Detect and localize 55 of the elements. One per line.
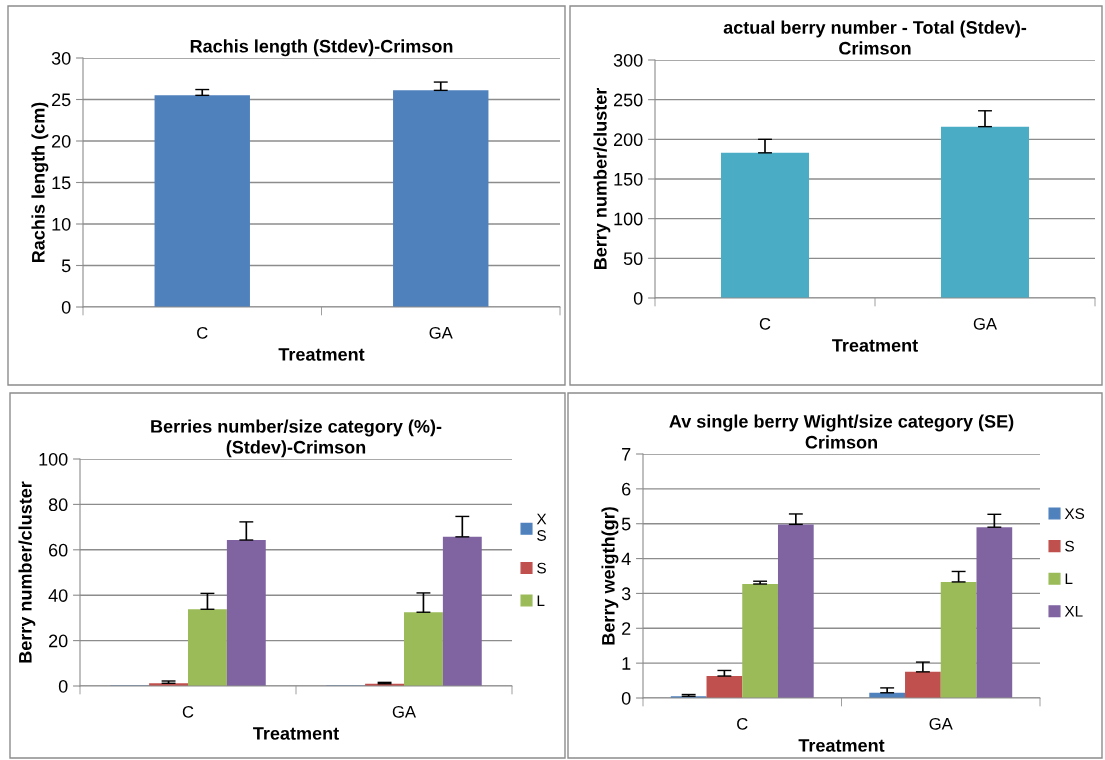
x-tick-label: C xyxy=(197,326,208,339)
chart-title: actual berry number - Total (Stdev)- Crimson xyxy=(723,20,1027,55)
y-tick-label: 0 xyxy=(633,291,643,305)
x-axis-title: Treatment xyxy=(798,739,885,752)
y-tick-label: 0 xyxy=(621,691,631,705)
y-tick-label: 200 xyxy=(613,133,643,147)
y-tick-label: 100 xyxy=(39,452,68,466)
y-tick-label: 15 xyxy=(52,176,71,190)
y-tick-label: 1 xyxy=(622,657,631,670)
y-tick-label: 6 xyxy=(622,482,631,496)
x-tick-label: C xyxy=(759,317,771,330)
y-tick-label: 7 xyxy=(622,448,631,461)
legend-label: X S xyxy=(536,513,547,541)
y-tick-label: 300 xyxy=(613,53,643,67)
y-tick-label: 150 xyxy=(614,172,643,186)
legend-label: S xyxy=(1065,540,1074,552)
x-tick-label: GA xyxy=(973,317,998,330)
x-tick-label: C xyxy=(737,717,748,730)
x-tick-label: GA xyxy=(392,705,417,718)
y-tick-label: 10 xyxy=(52,217,71,231)
y-tick-label: 2 xyxy=(622,622,631,635)
chart-title: Av single berry Wight/size category (SE) Crimson xyxy=(669,414,1014,449)
x-tick-label: C xyxy=(182,705,194,718)
y-tick-label: 40 xyxy=(48,589,68,602)
y-tick-label: 50 xyxy=(623,252,643,266)
y-tick-label: 20 xyxy=(49,634,68,648)
y-axis-title: Berry number/cluster xyxy=(18,481,36,663)
y-tick-label: 20 xyxy=(52,134,71,148)
legend-label: L xyxy=(1065,573,1073,585)
x-tick-label: GA xyxy=(929,717,953,730)
y-axis-title: Rachis length (cm) xyxy=(31,102,49,263)
y-tick-label: 3 xyxy=(621,587,631,601)
legend-label: S xyxy=(537,562,546,574)
legend-label: XL xyxy=(1064,606,1083,617)
chart-title: Berries number/size category (%)- (Stdev)-Crimson xyxy=(151,419,442,458)
y-tick-label: 25 xyxy=(52,93,71,107)
y-tick-label: 5 xyxy=(61,259,71,273)
y-axis-title: Berry weigth(gr) xyxy=(601,507,619,645)
y-tick-label: 100 xyxy=(614,212,643,226)
y-tick-label: 0 xyxy=(58,679,68,693)
chart-title: Rachis length (Stdev)-Crimson xyxy=(190,39,453,57)
y-tick-label: 30 xyxy=(51,51,71,65)
y-tick-label: 5 xyxy=(621,517,631,531)
x-tick-label: GA xyxy=(429,326,453,339)
y-tick-label: 80 xyxy=(48,498,68,512)
x-axis-title: Treatment xyxy=(278,348,365,361)
y-tick-label: 250 xyxy=(613,93,643,107)
y-tick-label: 0 xyxy=(61,300,71,314)
x-axis-title: Treatment xyxy=(832,339,918,352)
y-axis-title: Berry number/cluster xyxy=(593,87,611,270)
legend-label: L xyxy=(537,595,545,606)
x-axis-title: Treatment xyxy=(253,727,339,740)
y-tick-label: 60 xyxy=(49,543,68,557)
legend-label: XS xyxy=(1064,508,1085,520)
y-tick-label: 4 xyxy=(621,552,631,566)
